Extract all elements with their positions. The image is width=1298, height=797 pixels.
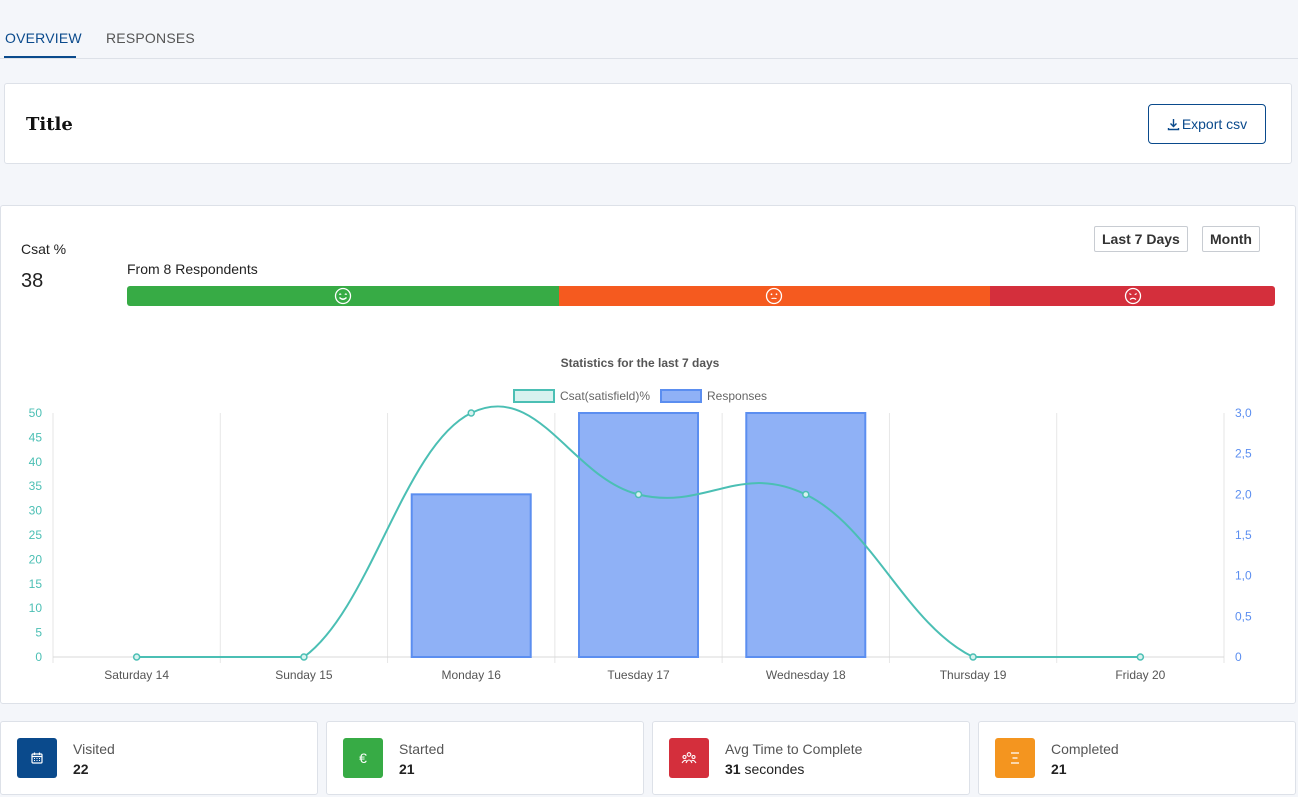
left-axis-tick: 25 — [29, 528, 43, 542]
legend-swatch-csat — [513, 389, 555, 403]
stat-label-avg-time: Avg Time to Complete — [725, 741, 863, 757]
bar-series — [410, 412, 867, 658]
csat-point — [634, 490, 643, 499]
left-axis-tick: 35 — [29, 479, 43, 493]
right-axis-tick: 1,5 — [1235, 528, 1252, 542]
chart-legend: Csat(satisfield)% Responses — [513, 389, 767, 403]
left-axis: 0 5 10 15 20 25 30 35 40 45 50 — [29, 406, 43, 664]
right-axis-tick: 0 — [1235, 650, 1242, 664]
stat-value-started: 21 — [399, 761, 415, 777]
left-axis-tick: 0 — [35, 650, 42, 664]
stat-card-started: € Started 21 — [326, 721, 644, 795]
right-axis-tick: 3,0 — [1235, 406, 1252, 420]
x-axis: Saturday 14 Sunday 15 Monday 16 Tuesday 17 W… — [104, 668, 1165, 682]
satisfaction-bar — [127, 286, 1275, 306]
x-axis-tick: Monday 16 — [442, 668, 502, 682]
last-7-days-button[interactable]: Last 7 Days — [1094, 226, 1188, 252]
csat-point — [300, 653, 308, 661]
left-axis-tick: 10 — [29, 601, 43, 615]
stat-value-visited: 22 — [73, 761, 89, 777]
csat-line — [136, 405, 1141, 658]
right-axis-tick: 2,0 — [1235, 487, 1252, 501]
line-series — [132, 405, 1145, 661]
sad-face-icon — [1124, 287, 1141, 305]
stat-label-visited: Visited — [73, 741, 115, 757]
csat-label: Csat % — [21, 241, 67, 257]
left-axis-tick: 15 — [29, 577, 43, 591]
x-axis-tick: Wednesday 18 — [766, 668, 846, 682]
left-axis-tick: 30 — [29, 504, 43, 518]
neutral-face-icon — [766, 287, 783, 305]
right-axis-tick: 2,5 — [1235, 447, 1252, 461]
stat-icon-avg-time — [669, 738, 709, 778]
csat-point — [802, 490, 810, 499]
legend-label-csat: Csat(satisfield)% — [560, 389, 650, 403]
stat-value-avg-time: 31 secondes — [725, 761, 805, 777]
tab-responses[interactable]: RESPONSES — [106, 30, 195, 46]
statistics-chart-svg: Statistics for the last 7 days Csat(sati… — [29, 356, 1252, 682]
stat-icon-completed — [995, 738, 1035, 778]
csat-point — [132, 653, 141, 661]
users-icon — [681, 752, 697, 764]
calendar-icon — [31, 752, 43, 764]
csat-point — [969, 653, 977, 661]
list-icon — [1011, 752, 1019, 764]
left-axis-tick: 45 — [29, 430, 43, 444]
stat-icon-started: € — [343, 738, 383, 778]
response-bar — [745, 412, 867, 658]
left-axis-tick: 50 — [29, 406, 43, 420]
chart-title: Statistics for the last 7 days — [561, 356, 720, 370]
export-csv-button[interactable]: Export csv — [1148, 104, 1266, 144]
satisfied-segment — [127, 286, 559, 306]
title-card: Title Export csv — [4, 83, 1292, 164]
neutral-segment — [558, 286, 991, 306]
legend-label-responses: Responses — [707, 389, 767, 403]
stat-label-completed: Completed — [1051, 741, 1119, 757]
respondents-count: From 8 Respondents — [127, 261, 258, 277]
right-axis: 0 0,5 1,0 1,5 2,0 2,5 3,0 — [1235, 406, 1252, 664]
stat-card-visited: Visited 22 — [0, 721, 318, 795]
x-axis-tick: Thursday 19 — [940, 668, 1007, 682]
csat-point — [467, 409, 475, 417]
response-bar — [410, 493, 532, 658]
right-axis-tick: 1,0 — [1235, 569, 1252, 583]
left-axis-tick: 20 — [29, 552, 43, 566]
euro-icon: € — [359, 750, 367, 766]
response-bar — [578, 412, 699, 658]
x-axis-tick: Saturday 14 — [104, 668, 169, 682]
legend-swatch-responses — [660, 389, 702, 403]
csat-point — [1136, 653, 1145, 661]
statistics-chart: Statistics for the last 7 days Csat(sati… — [1, 351, 1297, 706]
left-axis-tick: 5 — [35, 626, 42, 640]
tab-overview[interactable]: OVERVIEW — [5, 30, 82, 46]
stat-card-completed: Completed 21 — [978, 721, 1296, 795]
csat-card: Csat % 38 From 8 Respondents Last 7 Days… — [0, 205, 1296, 704]
stat-icon-visited — [17, 738, 57, 778]
right-axis-tick: 0,5 — [1235, 609, 1252, 623]
download-icon — [1167, 118, 1180, 130]
stat-card-avg-time: Avg Time to Complete 31 secondes — [652, 721, 970, 795]
month-button[interactable]: Month — [1202, 226, 1260, 252]
stat-value-completed: 21 — [1051, 761, 1067, 777]
export-csv-label: Export csv — [1181, 116, 1248, 132]
x-axis-tick: Sunday 15 — [275, 668, 333, 682]
active-tab-indicator — [4, 56, 76, 58]
left-axis-tick: 40 — [29, 455, 43, 469]
tab-bar: OVERVIEW RESPONSES — [0, 0, 1298, 59]
x-axis-tick: Friday 20 — [1115, 668, 1165, 682]
page-title: Title — [26, 114, 73, 135]
dissatisfied-segment — [990, 286, 1275, 306]
csat-value: 38 — [21, 270, 44, 292]
stat-label-started: Started — [399, 741, 445, 757]
smile-icon — [334, 287, 351, 305]
x-axis-tick: Tuesday 17 — [607, 668, 670, 682]
